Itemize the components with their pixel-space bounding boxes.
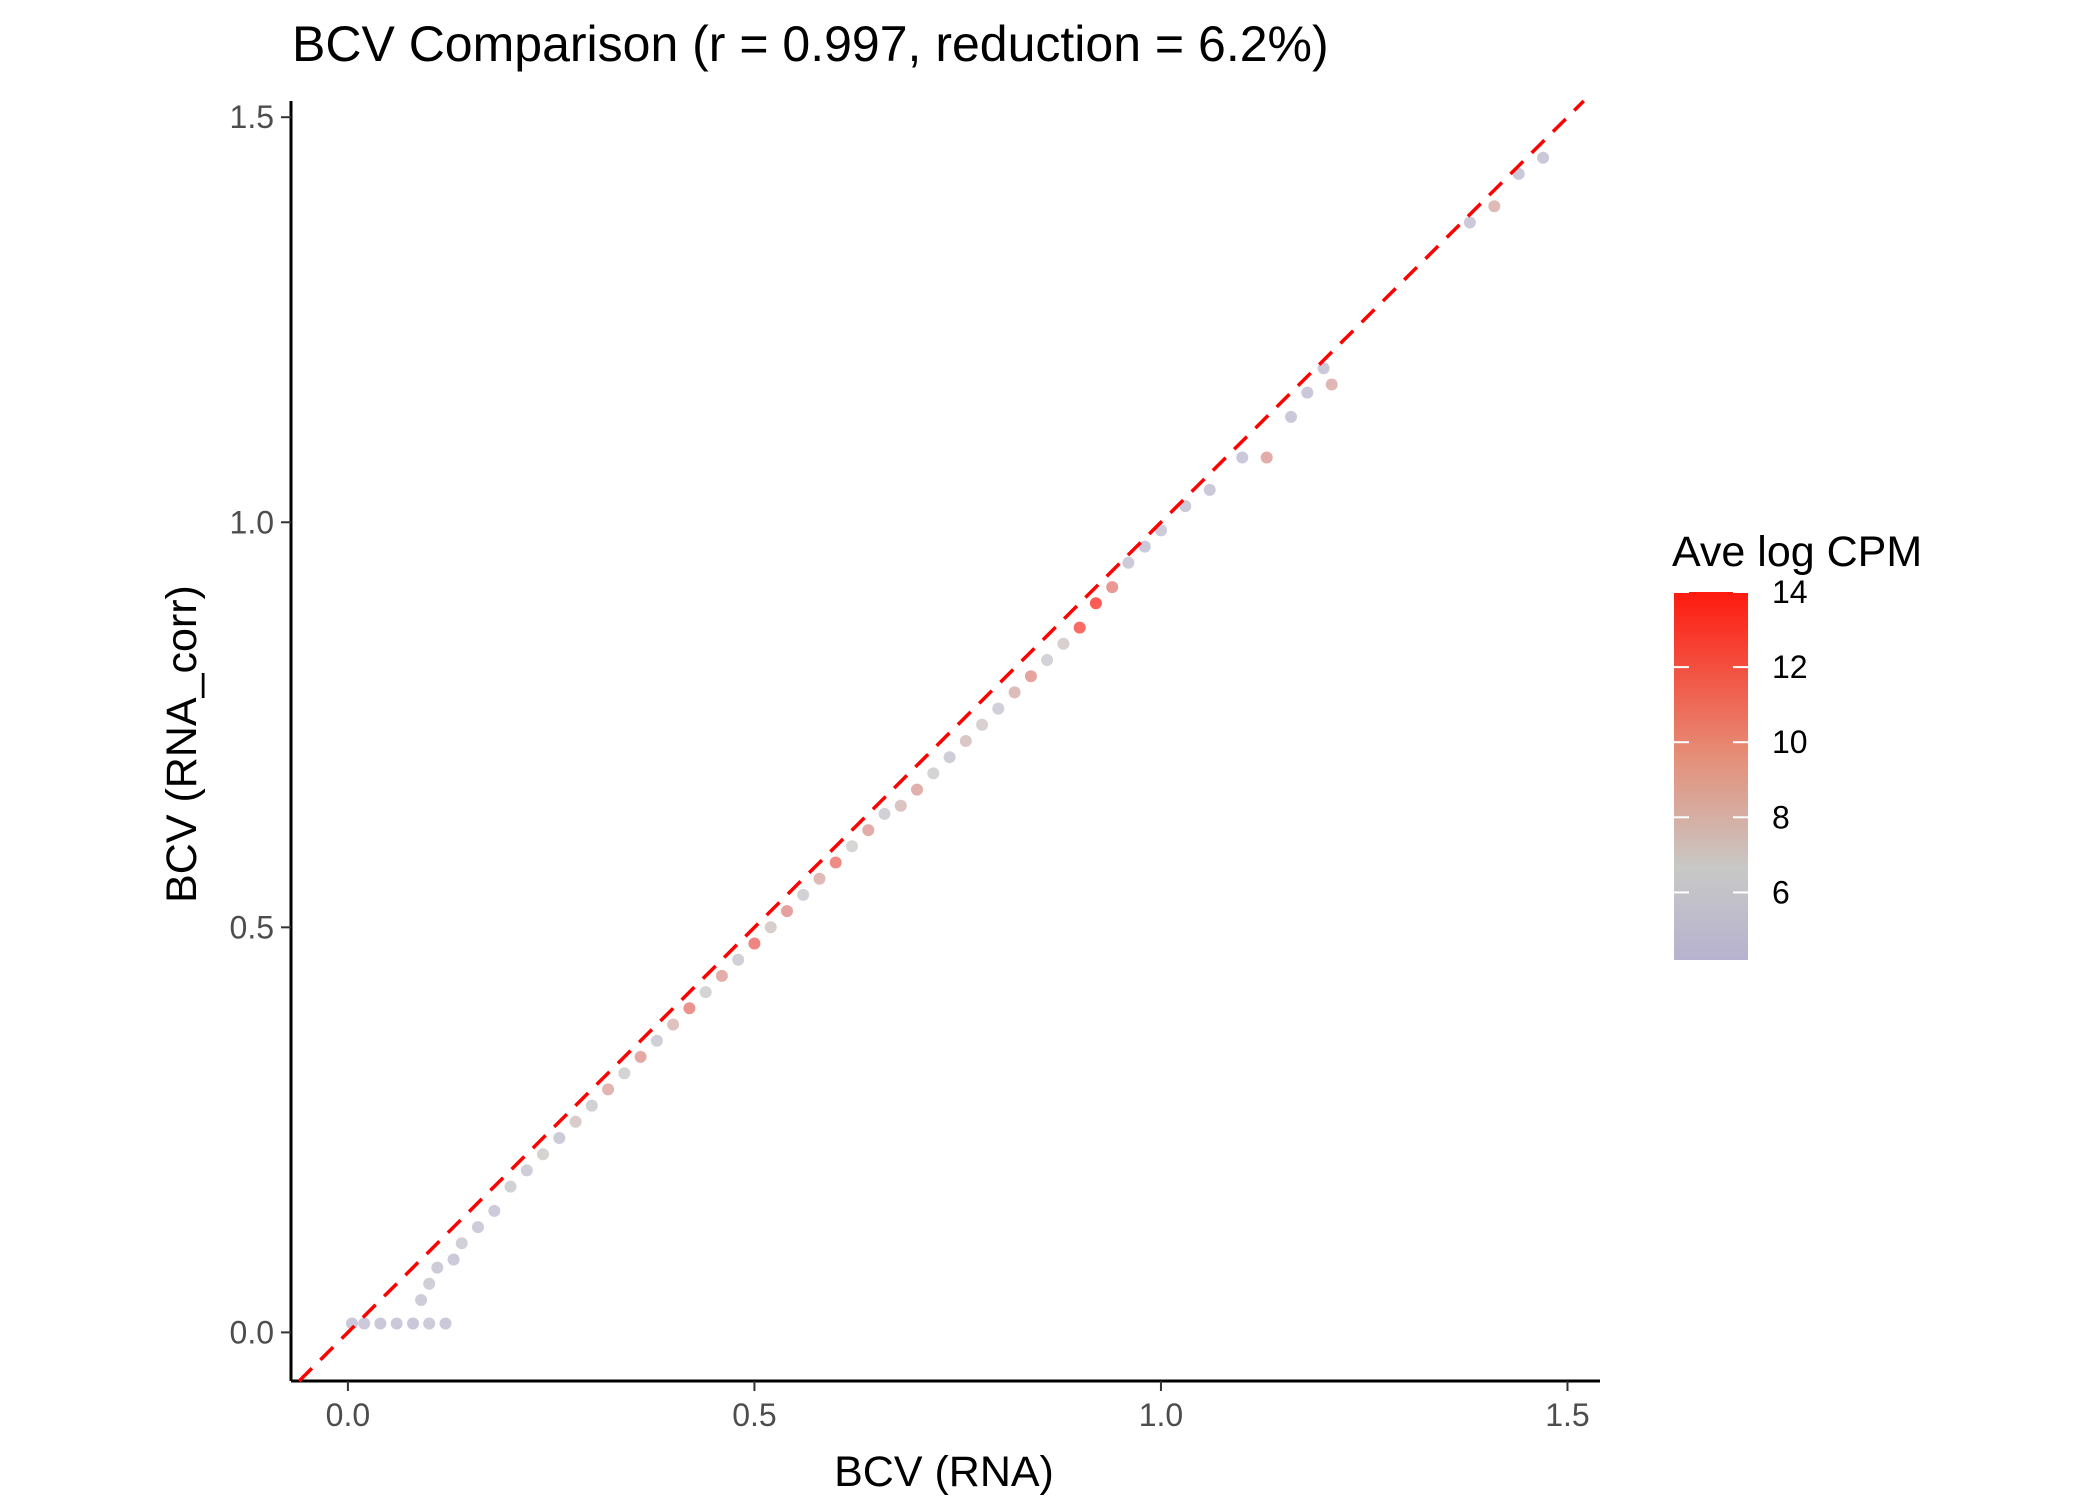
legend-tick-label: 10 xyxy=(1772,724,1808,760)
data-point xyxy=(634,1050,647,1063)
data-point xyxy=(959,735,972,747)
data-point xyxy=(846,840,858,853)
data-point xyxy=(504,1180,517,1193)
legend-tick-label: 12 xyxy=(1772,649,1808,685)
data-point xyxy=(553,1132,566,1144)
data-point xyxy=(732,953,745,966)
data-point xyxy=(715,969,728,982)
chart-title: BCV Comparison (r = 0.997, reduction = 6… xyxy=(292,16,1329,72)
data-point xyxy=(415,1294,428,1306)
data-point xyxy=(1463,216,1476,229)
data-point xyxy=(781,905,793,918)
data-point xyxy=(1073,621,1086,634)
y-tick-label: 0.0 xyxy=(230,1314,274,1350)
data-point xyxy=(1122,556,1135,569)
data-point xyxy=(1089,597,1102,610)
data-point xyxy=(346,1317,358,1330)
data-point xyxy=(943,751,956,764)
data-point xyxy=(423,1317,436,1330)
data-point xyxy=(1301,386,1314,399)
data-point xyxy=(1203,483,1216,496)
data-point xyxy=(472,1221,484,1234)
data-point xyxy=(390,1317,403,1330)
data-point xyxy=(447,1253,460,1266)
data-point xyxy=(1024,670,1037,683)
legend-tick-label: 6 xyxy=(1772,874,1790,910)
data-point xyxy=(602,1083,615,1096)
data-point xyxy=(667,1018,680,1031)
data-point xyxy=(699,986,712,999)
data-point xyxy=(1236,451,1249,464)
x-tick-label: 1.5 xyxy=(1545,1397,1589,1433)
legend-tick-label: 14 xyxy=(1772,574,1808,610)
data-point xyxy=(618,1067,631,1080)
y-tick-label: 1.0 xyxy=(230,504,274,540)
data-point xyxy=(1285,410,1297,423)
data-point xyxy=(1008,686,1021,699)
data-point xyxy=(407,1317,419,1330)
legend-ticks: 6 8 10 12 14 xyxy=(1674,574,1808,910)
data-point xyxy=(1106,581,1119,594)
data-point xyxy=(797,888,810,901)
data-point xyxy=(1260,451,1273,464)
data-point xyxy=(813,872,826,885)
data-point xyxy=(1041,654,1054,666)
y-tick-label: 1.5 xyxy=(230,99,274,135)
plot-area: 0.0 0.5 1.0 1.5 0.0 0.5 1.0 1.5 xyxy=(230,99,1600,1433)
y-axis-title: BCV (RNA_corr) xyxy=(158,585,206,903)
data-point xyxy=(358,1317,371,1330)
data-point xyxy=(992,702,1005,715)
reference-line-y-equals-x xyxy=(297,99,1585,1383)
data-point xyxy=(1325,378,1338,391)
data-point xyxy=(683,1002,696,1015)
data-point xyxy=(976,718,989,731)
scatter-points xyxy=(346,151,1550,1330)
data-point xyxy=(748,937,761,950)
y-tick-label: 0.5 xyxy=(230,909,274,945)
data-point xyxy=(862,824,875,837)
data-point xyxy=(439,1317,452,1330)
data-point xyxy=(764,921,777,934)
data-point xyxy=(455,1237,468,1250)
data-point xyxy=(878,807,891,820)
data-point xyxy=(520,1164,533,1177)
x-axis-ticks: 0.0 0.5 1.0 1.5 xyxy=(326,1381,1590,1433)
data-point xyxy=(829,856,842,869)
legend-tick-label: 8 xyxy=(1772,799,1790,835)
x-tick-label: 0.0 xyxy=(326,1397,370,1433)
legend-color-bar xyxy=(1674,592,1748,960)
x-tick-label: 0.5 xyxy=(732,1397,776,1433)
data-point xyxy=(1057,637,1070,650)
data-point xyxy=(423,1277,436,1290)
data-point xyxy=(431,1261,444,1274)
data-point xyxy=(927,767,940,780)
data-point xyxy=(650,1034,663,1047)
data-point xyxy=(585,1099,598,1112)
data-point xyxy=(894,799,907,812)
color-legend: Ave log CPM 6 8 10 12 14 xyxy=(1672,528,1922,960)
data-point xyxy=(1537,151,1550,164)
x-tick-label: 1.0 xyxy=(1139,1397,1183,1433)
data-point xyxy=(537,1148,549,1161)
y-axis-ticks: 0.0 0.5 1.0 1.5 xyxy=(230,99,291,1350)
x-axis-title: BCV (RNA) xyxy=(834,1448,1054,1496)
data-point xyxy=(569,1115,582,1128)
legend-title: Ave log CPM xyxy=(1672,528,1922,576)
data-point xyxy=(374,1317,387,1330)
data-point xyxy=(1488,200,1501,213)
data-point xyxy=(488,1204,501,1217)
data-point xyxy=(911,783,923,796)
